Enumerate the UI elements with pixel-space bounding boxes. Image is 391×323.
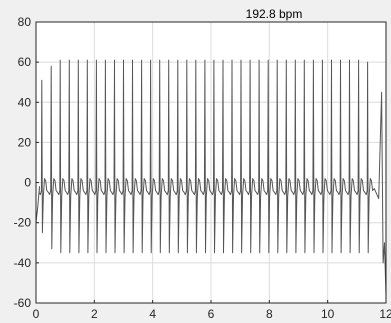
x-tick-label: 8 [266, 307, 273, 321]
x-tick-label: 2 [91, 307, 98, 321]
x-tick-label: 0 [33, 307, 40, 321]
y-tick-label: 80 [18, 15, 32, 29]
x-tick-label: 6 [208, 307, 215, 321]
chart-title: 192.8 bpm [246, 7, 303, 21]
ecg-trace [35, 59, 387, 298]
y-tick-label: -40 [14, 256, 32, 270]
y-tick-label: 40 [18, 95, 32, 109]
x-tick-label: 4 [149, 307, 156, 321]
y-tick-label: -20 [14, 216, 32, 230]
x-tick-label: 10 [321, 307, 335, 321]
grid [36, 22, 386, 303]
y-tick-label: 0 [24, 176, 31, 190]
y-tick-label: -60 [14, 296, 32, 310]
y-axis: -60 -40 -20 0 20 40 60 80 [14, 15, 39, 310]
y-tick-label: 60 [18, 55, 32, 69]
x-tick-label: 12 [379, 307, 391, 321]
y-tick-label: 20 [18, 135, 32, 149]
x-axis: 0 2 4 6 8 10 12 [33, 300, 391, 321]
